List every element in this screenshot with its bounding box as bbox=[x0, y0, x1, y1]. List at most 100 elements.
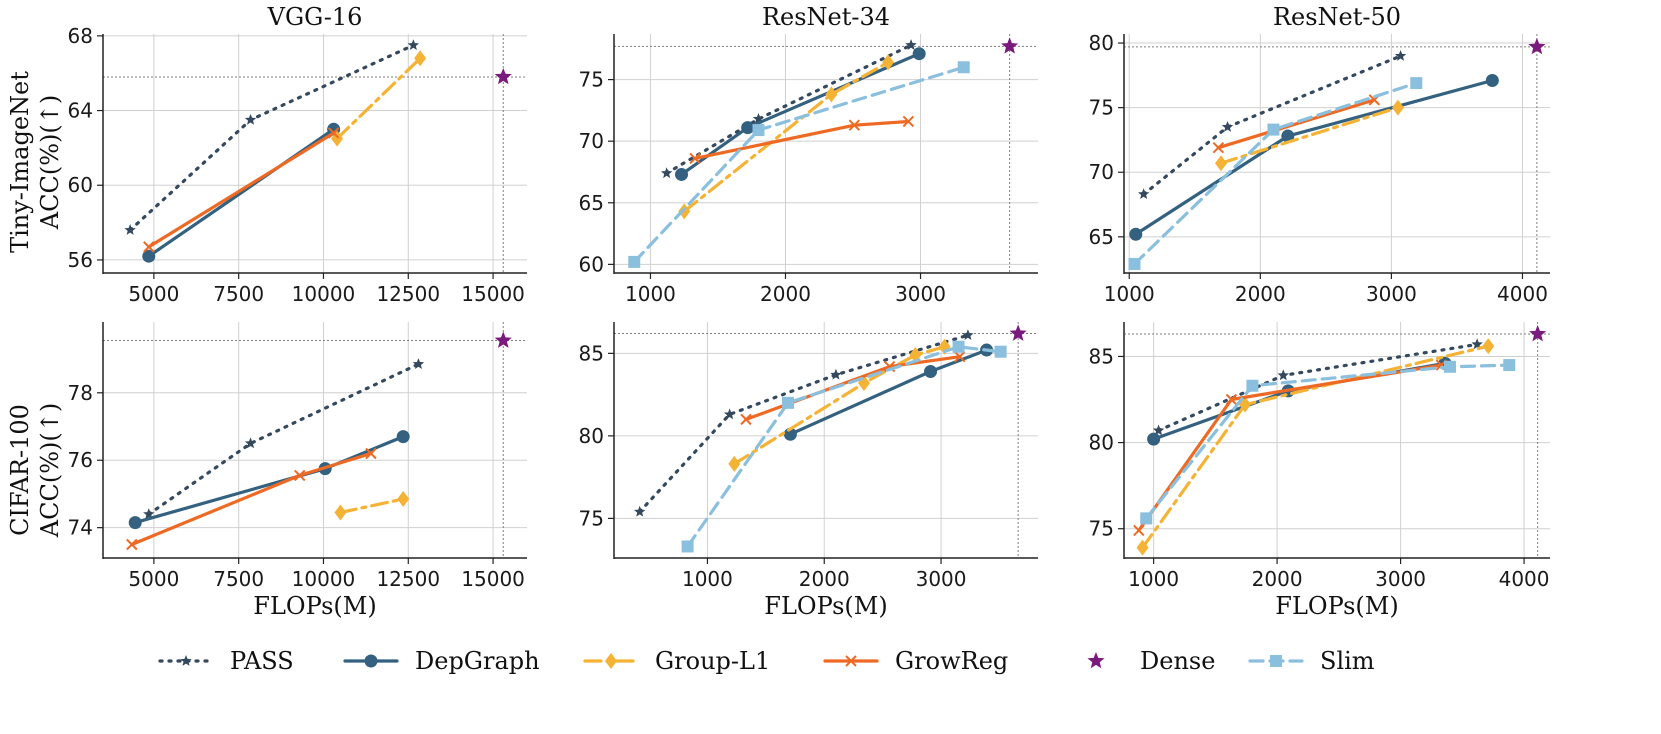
series-line-depgraph bbox=[133, 435, 405, 525]
data-point-depgraph bbox=[1147, 432, 1161, 446]
x-tick-label: 15000 bbox=[461, 282, 525, 306]
data-point-dense bbox=[1001, 37, 1019, 54]
series-line-pass bbox=[147, 362, 421, 516]
series-depgraph bbox=[783, 343, 994, 441]
x-tick-label: 1000 bbox=[1128, 567, 1179, 591]
data-point-pass bbox=[1394, 49, 1407, 61]
x-tick-label: 3000 bbox=[1375, 567, 1426, 591]
x-tick-label: 3000 bbox=[895, 282, 946, 306]
chart-panel-panel-5-1-2: 1000 2000 3000 4000 75 80 85 FLOPs(M) bbox=[1089, 322, 1550, 620]
series-slim bbox=[628, 61, 970, 268]
series-pass bbox=[633, 329, 974, 517]
y-tick-label: 76 bbox=[68, 448, 93, 472]
y-tick-label: 56 bbox=[68, 248, 93, 272]
legend-item-slim: Slim bbox=[1248, 647, 1375, 675]
data-point-slim bbox=[1503, 359, 1516, 372]
y-tick-label: 68 bbox=[68, 24, 93, 48]
data-point-growreg bbox=[1212, 141, 1225, 154]
series-pass bbox=[1137, 49, 1407, 200]
x-tick-label: 15000 bbox=[461, 567, 525, 591]
data-point-pass bbox=[1152, 424, 1165, 436]
data-point-pass bbox=[1277, 369, 1289, 381]
chart-panel-panel-4-1-1: 1000 2000 3000 75 80 85 FLOPs(M) bbox=[579, 322, 1038, 620]
chart-title: ResNet-50 bbox=[1273, 3, 1401, 31]
row-label-tiny-imagenet-acc: ACC(%)(↑) bbox=[36, 95, 64, 230]
data-point-growreg bbox=[126, 538, 138, 551]
data-point-pass bbox=[412, 358, 425, 369]
x-tick-label: 10000 bbox=[292, 282, 356, 306]
series-growreg bbox=[1212, 94, 1381, 154]
series-pass bbox=[124, 39, 420, 235]
legend-marker bbox=[845, 655, 857, 667]
data-point-slim bbox=[752, 124, 765, 137]
series-line-growreg bbox=[130, 451, 373, 547]
data-point-slim bbox=[1410, 77, 1423, 90]
data-point-depgraph bbox=[1129, 227, 1143, 241]
data-point-dense bbox=[1528, 37, 1546, 55]
series-group-l1 bbox=[334, 491, 410, 521]
row-label-cifar100: CIFAR-100 bbox=[6, 404, 34, 536]
data-point-growreg bbox=[848, 119, 861, 131]
series-pass bbox=[1152, 338, 1483, 436]
data-point-pass bbox=[1221, 121, 1234, 132]
x-tick-label: 3000 bbox=[916, 567, 967, 591]
x-tick-label: 5000 bbox=[128, 282, 179, 306]
series-line-group-l1 bbox=[1140, 344, 1490, 550]
x-tick-label: 2000 bbox=[1235, 282, 1286, 306]
series-line-depgraph bbox=[1151, 361, 1447, 441]
legend-label: Dense bbox=[1140, 647, 1215, 675]
series-line-depgraph bbox=[679, 52, 921, 176]
legend-label: DepGraph bbox=[415, 647, 540, 675]
y-tick-label: 85 bbox=[1089, 344, 1114, 368]
legend-item-group-l1: Group-L1 bbox=[583, 647, 770, 675]
data-point-dense bbox=[1529, 325, 1547, 342]
legend-label: GrowReg bbox=[895, 647, 1008, 675]
series-growreg bbox=[740, 350, 966, 426]
legend-item-depgraph: DepGraph bbox=[343, 647, 540, 675]
data-point-depgraph bbox=[1485, 74, 1499, 88]
data-point-slim bbox=[1128, 257, 1141, 270]
chart-title: ResNet-34 bbox=[762, 3, 890, 31]
data-point-group-l1 bbox=[728, 455, 741, 472]
legend-label: Group-L1 bbox=[655, 647, 770, 675]
y-tick-label: 80 bbox=[1089, 431, 1114, 455]
legend-label: Slim bbox=[1320, 647, 1375, 675]
series-line-group-l1 bbox=[1219, 105, 1400, 165]
y-tick-label: 75 bbox=[579, 68, 604, 92]
data-point-depgraph bbox=[396, 430, 410, 444]
series-line-growreg bbox=[693, 119, 911, 160]
x-tick-label: 7500 bbox=[213, 282, 264, 306]
data-point-pass bbox=[905, 39, 917, 50]
data-point-growreg bbox=[1133, 524, 1145, 537]
data-point-dense bbox=[1009, 324, 1027, 341]
data-point-group-l1 bbox=[1136, 539, 1149, 556]
data-point-pass bbox=[1471, 338, 1483, 350]
x-tick-label: 4000 bbox=[1499, 567, 1550, 591]
series-line-growreg bbox=[147, 131, 336, 249]
data-point-slim bbox=[957, 61, 970, 74]
x-tick-label: 3000 bbox=[1366, 282, 1417, 306]
x-tick-label: 1000 bbox=[625, 282, 676, 306]
y-tick-label: 85 bbox=[579, 341, 604, 365]
y-tick-label: 75 bbox=[579, 506, 604, 530]
data-point-growreg bbox=[902, 115, 915, 128]
legend-marker bbox=[180, 655, 192, 666]
chart-title: VGG-16 bbox=[267, 3, 363, 31]
y-tick-label: 75 bbox=[1089, 517, 1114, 541]
legend-marker bbox=[605, 653, 617, 669]
series-depgraph bbox=[128, 430, 410, 530]
chart-panels: 5000 7500 10000 12500 15000 56 60 64 68 VGG-16 100… bbox=[68, 3, 1550, 620]
data-point-group-l1 bbox=[334, 504, 347, 521]
data-point-dense bbox=[494, 331, 512, 348]
y-tick-label: 80 bbox=[579, 424, 604, 448]
data-point-slim bbox=[1246, 379, 1259, 392]
data-point-pass bbox=[407, 39, 420, 51]
series-line-slim bbox=[685, 345, 1003, 549]
x-axis-label: FLOPs(M) bbox=[1275, 592, 1398, 620]
row-label-tiny-imagenet: Tiny-ImageNet bbox=[6, 71, 34, 253]
legend-marker bbox=[1087, 652, 1105, 669]
data-point-slim bbox=[1140, 512, 1153, 525]
y-tick-label: 74 bbox=[68, 516, 93, 540]
series-line-group-l1 bbox=[682, 60, 890, 213]
